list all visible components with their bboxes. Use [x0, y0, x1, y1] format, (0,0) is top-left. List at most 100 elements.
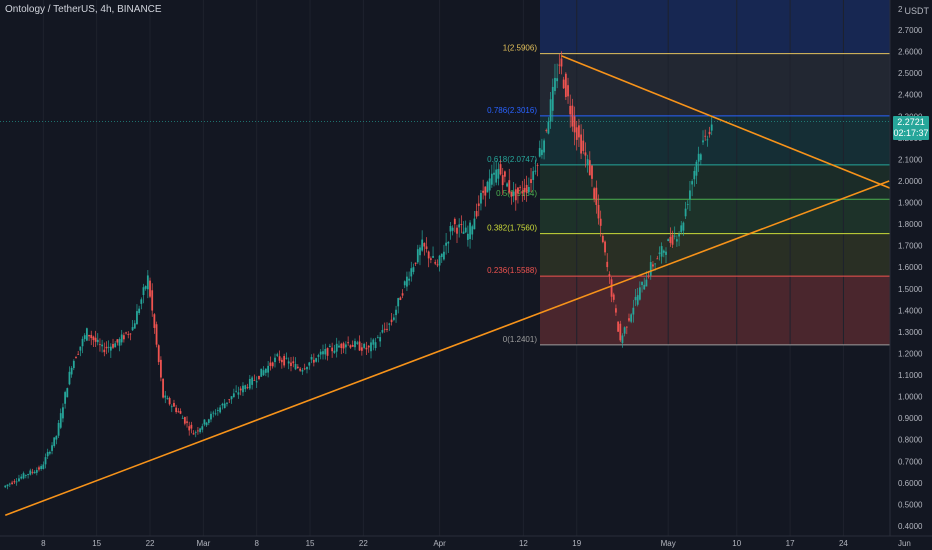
candle-body: [625, 326, 628, 328]
candle-body: [599, 218, 602, 226]
candle-body: [510, 191, 513, 197]
candle-body: [216, 410, 219, 411]
candle-body: [608, 274, 611, 277]
candle-body: [477, 203, 480, 206]
price-tick-label: 0.9000: [898, 414, 923, 423]
candle-body: [456, 227, 458, 234]
candle-body: [303, 368, 306, 370]
candle-body: [151, 290, 154, 311]
price-tick-label: 2.4000: [898, 91, 923, 100]
candle-body: [88, 334, 90, 337]
candle-body: [283, 355, 286, 366]
candle-body: [669, 236, 672, 243]
candle-body: [22, 473, 25, 479]
candle-body: [237, 392, 240, 395]
candle-body: [445, 242, 448, 246]
candle-body: [414, 262, 417, 264]
candle-body: [331, 347, 334, 352]
currency-label: USDT: [904, 6, 930, 16]
candle-body: [120, 334, 123, 343]
candle-body: [310, 357, 313, 360]
candle-body: [6, 484, 9, 487]
candle-body: [675, 239, 678, 242]
candle-body: [79, 346, 82, 351]
candle-body: [96, 339, 99, 343]
chart-title: Ontology / TetherUS, 4h, BINANCE: [5, 4, 162, 15]
candle-body: [636, 295, 639, 305]
candle-body: [118, 339, 121, 346]
candle-body: [338, 345, 340, 348]
candle-body: [628, 318, 630, 321]
price-tick-label: 2.1000: [898, 155, 923, 164]
time-tick-label: Mar: [196, 539, 210, 548]
candle-body: [315, 358, 318, 362]
candle-body: [490, 173, 493, 185]
candle-body: [48, 451, 51, 454]
candle-body: [75, 357, 77, 359]
candle-body: [264, 368, 267, 373]
candle-body: [419, 247, 421, 256]
candle-body: [129, 333, 132, 335]
candle-body: [652, 264, 654, 267]
candle-body: [408, 278, 410, 281]
candle-body: [471, 226, 474, 235]
fib-extension-zone: [540, 0, 890, 54]
candle-body: [351, 344, 354, 347]
candle-body: [427, 251, 430, 259]
candle-body: [157, 345, 160, 363]
candle-body: [192, 433, 195, 435]
candle-body: [179, 411, 182, 414]
candle-body: [458, 224, 461, 228]
candle-body: [619, 323, 622, 341]
candle-body: [51, 445, 53, 451]
price-tick-label: 0.7000: [898, 457, 923, 466]
fib-level-label: 0.236(1.5588): [487, 266, 537, 275]
candle-body: [682, 222, 685, 231]
candle-body: [255, 381, 258, 383]
price-tick-label: 2.5000: [898, 69, 923, 78]
candle-body: [451, 227, 454, 231]
price-tick-label: 1.0000: [898, 393, 923, 402]
candle-body: [623, 327, 626, 334]
trendline: [4, 180, 890, 516]
fib-level-label: 1(2.5906): [503, 44, 538, 53]
candle-body: [292, 361, 295, 364]
candle-body: [438, 255, 441, 266]
candle-body: [278, 356, 281, 361]
candle-body: [638, 287, 641, 300]
candle-body: [242, 385, 244, 393]
candle-body: [131, 327, 134, 331]
candle-body: [564, 73, 567, 97]
candle-body: [678, 233, 680, 237]
candle-body: [401, 293, 404, 296]
candle-body: [610, 279, 613, 297]
price-tick-label: 0.5000: [898, 500, 923, 509]
candle-body: [429, 258, 432, 260]
time-tick-label: Apr: [433, 539, 446, 548]
candle-body: [686, 204, 689, 205]
candle-body: [18, 478, 20, 482]
candle-body: [322, 351, 324, 355]
price-tick-label: 0.4000: [898, 522, 923, 531]
candle-body: [38, 467, 40, 470]
candle-body: [580, 134, 582, 154]
candle-body: [597, 204, 600, 219]
candle-body: [223, 403, 226, 409]
candle-body: [294, 363, 297, 370]
candle-body: [706, 139, 709, 141]
candle-body: [497, 168, 500, 179]
candle-body: [342, 343, 345, 349]
candle-body: [107, 346, 110, 348]
candle-body: [630, 314, 633, 322]
candle-body: [244, 385, 247, 390]
time-tick-label: 22: [146, 539, 155, 548]
candle-body: [299, 368, 302, 371]
candle-body: [92, 336, 95, 341]
candle-body: [545, 129, 548, 131]
candle-body: [560, 58, 563, 67]
candle-body: [13, 481, 16, 483]
price-axis-top-label: 2: [898, 5, 903, 14]
candle-body: [464, 227, 467, 233]
